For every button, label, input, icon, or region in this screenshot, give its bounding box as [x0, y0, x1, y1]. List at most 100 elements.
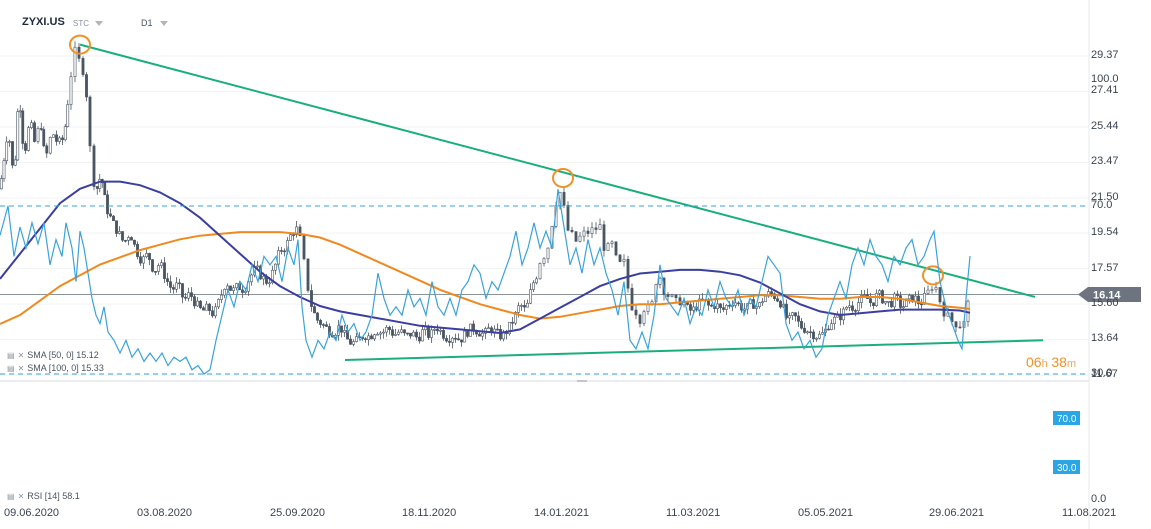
- pivot-marker: [922, 265, 944, 286]
- candle-body: [954, 321, 958, 328]
- candle-body: [436, 329, 439, 332]
- symbol-label[interactable]: ZYXI.US: [22, 16, 65, 28]
- remove-icon[interactable]: ✕: [17, 350, 25, 360]
- candle-body: [142, 256, 145, 264]
- candle-body: [13, 159, 17, 166]
- source-label[interactable]: STC: [73, 19, 89, 28]
- candle-body: [764, 295, 767, 303]
- source-dropdown-icon[interactable]: [95, 21, 103, 26]
- candle-body: [205, 303, 208, 311]
- remove-icon[interactable]: ✕: [17, 363, 25, 373]
- timeframe-dropdown-icon[interactable]: [160, 21, 168, 26]
- drag-handle-icon[interactable]: ▤: [7, 363, 15, 373]
- candle-body: [602, 224, 606, 251]
- candle-body: [418, 336, 421, 342]
- candle-body: [235, 283, 238, 289]
- panel-resize-handle[interactable]: [577, 380, 587, 382]
- candle-body: [454, 337, 457, 340]
- candle-body: [109, 213, 112, 217]
- candle-body: [794, 312, 797, 317]
- candle-body: [779, 300, 782, 308]
- price-axis-tick: 21.50: [1091, 190, 1119, 203]
- candle-body: [514, 312, 517, 324]
- candle-body: [226, 285, 229, 290]
- candle-body: [58, 137, 61, 142]
- candle-body: [902, 306, 905, 308]
- candle-body: [394, 334, 397, 336]
- candle-body: [151, 259, 154, 272]
- sma-50-line[interactable]: [0, 180, 971, 335]
- price-axis-tick: 27.41: [1091, 84, 1119, 97]
- timeframe-label[interactable]: D1: [141, 18, 153, 28]
- candle-body: [33, 122, 36, 142]
- rsi-badge-30: [1053, 460, 1080, 474]
- candle-body: [45, 145, 49, 154]
- candle-body: [678, 297, 682, 306]
- candle-body: [306, 258, 310, 291]
- candle-body: [845, 306, 848, 310]
- rsi-axis-tick: 0.0: [1091, 493, 1107, 505]
- date-axis-tick: 05.05.2021: [798, 507, 854, 519]
- candle-body: [442, 330, 445, 339]
- candle-body: [938, 287, 942, 303]
- candle-body: [770, 291, 773, 295]
- candle-body: [670, 294, 674, 297]
- candle-body: [658, 277, 662, 285]
- date-axis-tick: 09.06.2020: [4, 507, 60, 519]
- candle-body: [776, 298, 779, 302]
- candle-body: [737, 302, 740, 305]
- candle-body: [848, 305, 851, 308]
- trendline-lower[interactable]: [344, 339, 1044, 362]
- drag-handle-icon[interactable]: ▤: [7, 491, 15, 501]
- candle-body: [590, 227, 594, 234]
- legend-rsi[interactable]: ▤ ✕ RSI [14] 58.1: [7, 491, 80, 501]
- candle-body: [30, 122, 33, 128]
- rsi-line[interactable]: [0, 189, 971, 375]
- candle-body: [385, 326, 388, 333]
- candle-body: [666, 294, 670, 297]
- candle-body: [316, 312, 319, 321]
- candle-body: [16, 111, 20, 161]
- candle-body: [340, 325, 343, 333]
- candle-body: [232, 287, 235, 291]
- candle-body: [175, 282, 178, 290]
- candle-body: [36, 128, 40, 142]
- legend-sma100[interactable]: ▤ ✕ SMA [100, 0] 15.33: [7, 363, 104, 373]
- candle-body: [532, 282, 535, 290]
- candle-body: [863, 294, 866, 297]
- candle-body: [220, 294, 223, 300]
- candle-body: [391, 329, 394, 336]
- candle-body: [98, 179, 102, 189]
- candle-body: [280, 250, 283, 252]
- candle-body: [379, 332, 382, 335]
- candle-body: [606, 243, 610, 251]
- candle-body: [520, 305, 523, 307]
- candle-body: [827, 328, 830, 331]
- drag-handle-icon[interactable]: ▤: [7, 350, 15, 360]
- candle-body: [250, 274, 253, 283]
- date-axis-tick: 25.09.2020: [270, 507, 326, 519]
- candle-body: [48, 136, 52, 154]
- remove-icon[interactable]: ✕: [17, 491, 25, 501]
- price-axis-tick: 25.44: [1091, 119, 1119, 132]
- candle-body: [367, 335, 370, 340]
- candle-body: [920, 303, 923, 306]
- candle-body: [421, 329, 424, 342]
- candle-body: [508, 321, 511, 334]
- candle-body: [719, 303, 722, 308]
- candle-body: [217, 299, 220, 308]
- candle-body: [229, 285, 232, 291]
- legend-sma50[interactable]: ▤ ✕ SMA [50, 0] 15.12: [7, 350, 99, 360]
- candle-body: [319, 320, 322, 325]
- candle-body: [761, 301, 764, 304]
- sma-100-line[interactable]: [0, 231, 971, 325]
- candle-body: [370, 335, 373, 340]
- candle-body: [890, 301, 893, 308]
- candle-body: [833, 316, 836, 324]
- countdown-hours-unit: h: [1041, 358, 1048, 370]
- candle-body: [298, 226, 302, 236]
- candle-body: [594, 227, 598, 230]
- candle-body: [630, 287, 634, 311]
- candle-body: [566, 204, 570, 231]
